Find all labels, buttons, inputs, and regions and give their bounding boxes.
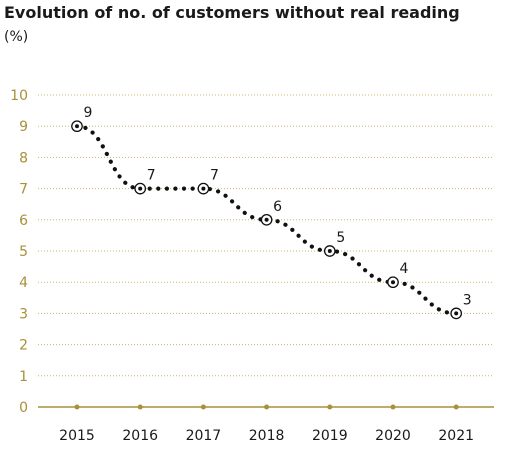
data-label: 5 [336,230,345,246]
chart-title: Evolution of no. of customers without re… [4,3,460,22]
x-tick-label: 2019 [312,428,348,444]
chart-subtitle: (%) [4,29,28,45]
x-tick-mark [200,404,206,410]
data-label: 9 [84,105,93,121]
x-tick-label: 2017 [186,428,222,444]
x-tick-label: 2020 [375,428,411,444]
data-point [450,307,463,320]
y-tick-label: 8 [19,150,28,166]
series-path [74,124,459,316]
y-tick-label: 4 [19,275,28,291]
y-tick-label: 2 [19,338,28,354]
data-point [134,182,147,195]
series-line [74,124,459,316]
y-tick-label: 0 [19,400,28,416]
x-tick-mark [327,404,333,410]
data-point [387,276,399,289]
y-tick-label: 3 [19,306,28,322]
x-tick-mark [453,404,459,410]
data-point [323,245,336,257]
data-label: 4 [400,261,409,277]
gridlines [38,94,494,377]
data-label: 7 [210,168,219,184]
x-tick-label: 2021 [438,428,474,444]
x-tick-mark [390,404,396,410]
x-tick-mark [137,404,143,410]
data-point [197,182,210,195]
data-label: 6 [273,199,282,215]
data-point [71,120,83,133]
x-tick-label: 2015 [59,428,95,444]
data-labels: 9 7 7 6 5 4 3 [84,105,472,308]
x-axis-ticks: 2015 2016 2017 2018 2019 2020 2021 [59,428,474,444]
data-label: 3 [463,292,472,308]
data-points [71,120,463,320]
y-axis-ticks: 0 1 2 3 4 5 6 7 8 9 10 [10,88,28,416]
x-axis [38,404,494,410]
x-tick-mark [264,404,270,410]
y-tick-label: 7 [19,182,28,198]
x-tick-mark [74,404,80,410]
y-tick-label: 10 [10,88,28,104]
x-tick-label: 2016 [122,428,158,444]
y-tick-label: 5 [19,244,28,260]
y-tick-label: 6 [19,213,28,229]
data-point [260,213,273,226]
y-tick-label: 1 [19,369,28,385]
y-tick-label: 9 [19,119,28,135]
data-label: 7 [147,168,156,184]
x-tick-label: 2018 [249,428,285,444]
